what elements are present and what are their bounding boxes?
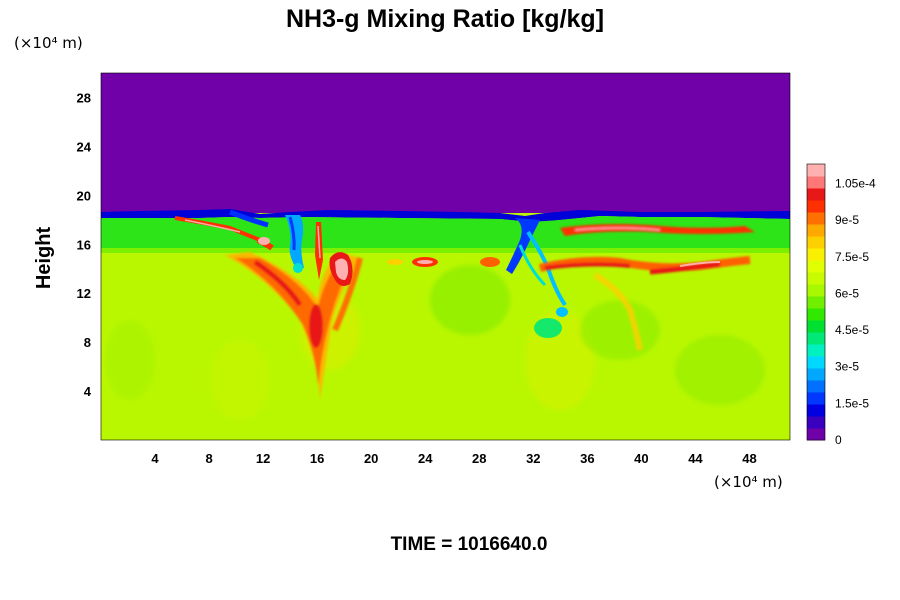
pink-blob bbox=[329, 252, 353, 286]
tropopause-band bbox=[101, 216, 790, 248]
colorbar-segment bbox=[807, 332, 825, 345]
colorbar-segment bbox=[807, 284, 825, 297]
x-tick-label: 28 bbox=[472, 451, 486, 466]
band-streaks bbox=[387, 257, 500, 267]
colorbar-segment bbox=[807, 320, 825, 333]
x-tick-label: 16 bbox=[310, 451, 324, 466]
colorbar-tick-label: 3e-5 bbox=[835, 360, 859, 374]
y-tick-label: 16 bbox=[77, 237, 91, 252]
colorbar-segment bbox=[807, 236, 825, 249]
right-pink-streak bbox=[679, 261, 721, 267]
colorbar-segment bbox=[807, 164, 825, 177]
heatmap-field bbox=[101, 73, 790, 440]
y-tick-label: 12 bbox=[77, 286, 91, 301]
y-axis-unit: (×10⁴ m) bbox=[14, 34, 83, 52]
right-streaks bbox=[539, 224, 755, 351]
band-transition bbox=[101, 248, 790, 253]
colorbar-segment bbox=[807, 356, 825, 369]
colorbar-segment bbox=[807, 344, 825, 357]
colorbar-segment bbox=[807, 296, 825, 309]
colorbar-tick-label: 0 bbox=[835, 433, 842, 447]
colorbar-segment bbox=[807, 428, 825, 441]
colorbar-tick-label: 6e-5 bbox=[835, 286, 859, 300]
central-red-column bbox=[315, 222, 323, 280]
plot-frame bbox=[100, 72, 791, 441]
x-axis-ticks: 4 8 12 16 20 24 28 32 36 40 44 48 bbox=[151, 451, 756, 466]
colorbar-tick-label: 9e-5 bbox=[835, 213, 859, 227]
left-intrusion bbox=[285, 215, 304, 273]
upper-layer-field bbox=[101, 73, 790, 213]
x-tick-label: 12 bbox=[256, 451, 270, 466]
colorbar-segment bbox=[807, 380, 825, 393]
colorbar-segment bbox=[807, 200, 825, 213]
tropopause-blue-line bbox=[101, 209, 790, 222]
colorbar-ticks: 0 1.5e-5 3e-5 4.5e-5 6e-5 7.5e-5 9e-5 1.05e-4 bbox=[835, 177, 876, 447]
left-streaks bbox=[174, 209, 274, 251]
colorbar-tick-label: 1.5e-5 bbox=[835, 396, 869, 410]
colorbar-segment bbox=[807, 188, 825, 201]
time-label: TIME = 1016640.0 bbox=[391, 534, 548, 555]
y-axis-label: Height bbox=[33, 227, 55, 290]
x-tick-label: 44 bbox=[688, 451, 703, 466]
x-tick-label: 40 bbox=[634, 451, 648, 466]
colorbar-segment bbox=[807, 416, 825, 429]
colorbar-segment bbox=[807, 224, 825, 237]
y-tick-label: 28 bbox=[77, 90, 91, 105]
y-tick-label: 8 bbox=[84, 335, 91, 350]
x-axis-unit: (×10⁴ m) bbox=[714, 473, 783, 491]
colorbar-segment bbox=[807, 248, 825, 261]
colorbar-tick-label: 7.5e-5 bbox=[835, 250, 869, 264]
colorbar-segment bbox=[807, 308, 825, 321]
colorbar-segment bbox=[807, 272, 825, 285]
colorbar-frame bbox=[806, 163, 826, 441]
colorbar-segment bbox=[807, 212, 825, 225]
y-axis-ticks: 4 8 12 16 20 24 28 bbox=[77, 90, 92, 399]
colorbar-tick-label: 1.05e-4 bbox=[835, 177, 876, 191]
x-tick-label: 32 bbox=[526, 451, 540, 466]
colorbar-segment bbox=[807, 392, 825, 405]
y-tick-label: 4 bbox=[84, 384, 92, 399]
colorbar-segment bbox=[807, 176, 825, 189]
x-tick-label: 48 bbox=[742, 451, 756, 466]
colorbar-tick-label: 4.5e-5 bbox=[835, 323, 869, 337]
colorbar-segment bbox=[807, 260, 825, 273]
y-tick-label: 24 bbox=[77, 139, 92, 154]
x-tick-label: 8 bbox=[205, 451, 212, 466]
x-tick-label: 4 bbox=[151, 451, 159, 466]
y-tick-label: 20 bbox=[77, 188, 91, 203]
colorbar-segment bbox=[807, 404, 825, 417]
colorbar bbox=[806, 163, 826, 441]
x-tick-label: 36 bbox=[580, 451, 594, 466]
x-tick-label: 24 bbox=[418, 451, 433, 466]
x-tick-label: 20 bbox=[364, 451, 378, 466]
chart-title: NH3-g Mixing Ratio [kg/kg] bbox=[286, 5, 604, 33]
colorbar-segment bbox=[807, 368, 825, 381]
